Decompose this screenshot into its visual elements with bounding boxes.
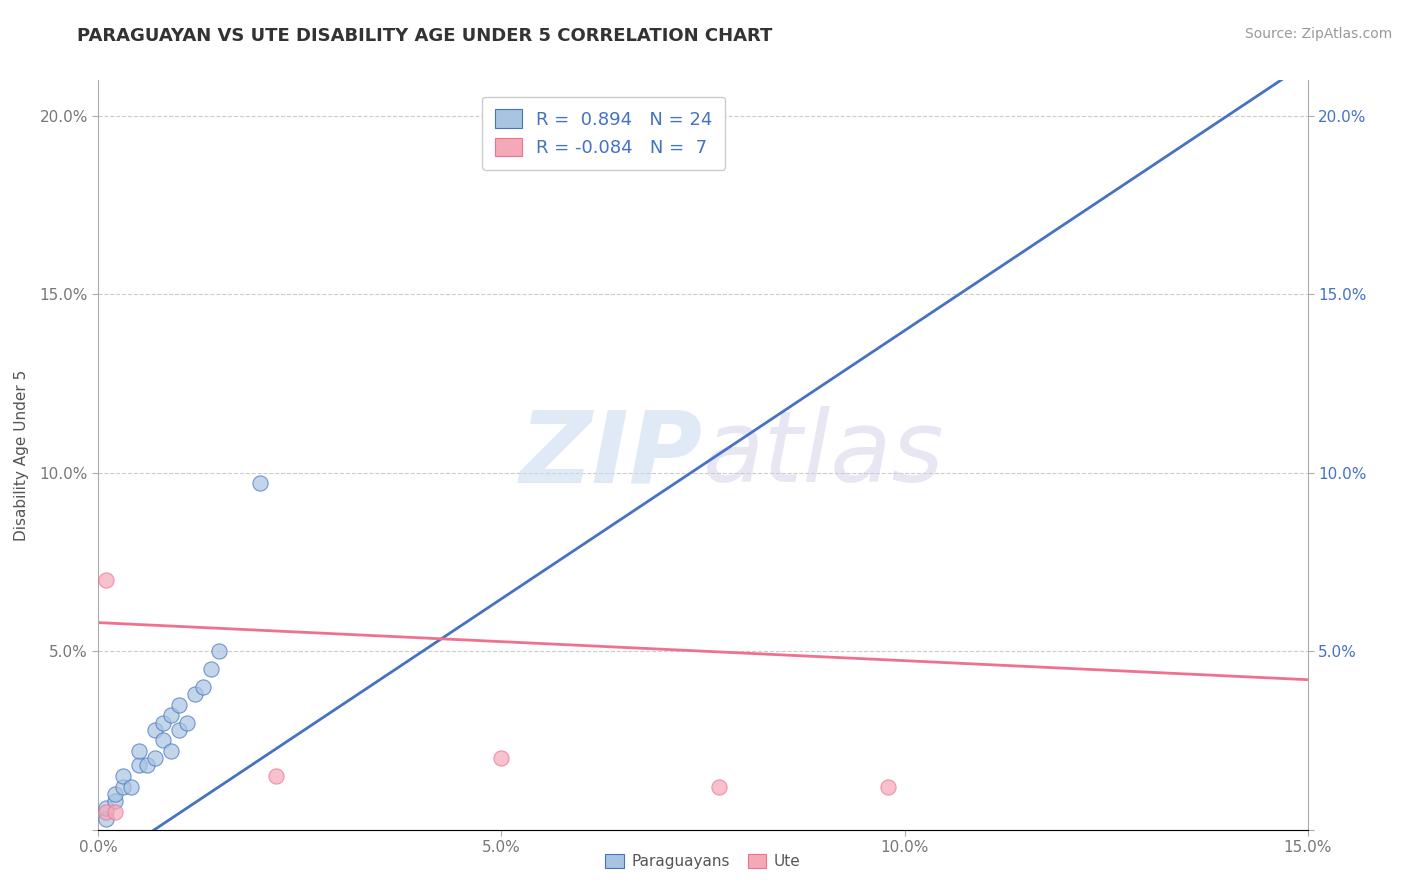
Point <box>96 812 118 826</box>
Text: atlas: atlas <box>703 407 945 503</box>
Point <box>143 723 166 737</box>
Point <box>128 758 150 772</box>
Point <box>491 751 513 765</box>
Point <box>176 715 198 730</box>
Point <box>193 680 215 694</box>
Point <box>167 723 190 737</box>
Point <box>143 751 166 765</box>
Point <box>707 780 730 794</box>
Point <box>120 780 142 794</box>
Point <box>160 744 183 758</box>
Y-axis label: Disability Age Under 5: Disability Age Under 5 <box>14 369 28 541</box>
Point <box>160 708 183 723</box>
Point <box>167 698 190 712</box>
Point <box>200 662 222 676</box>
Point <box>184 687 207 701</box>
Point <box>264 769 287 783</box>
Point <box>152 733 174 747</box>
Point <box>111 769 134 783</box>
Text: PARAGUAYAN VS UTE DISABILITY AGE UNDER 5 CORRELATION CHART: PARAGUAYAN VS UTE DISABILITY AGE UNDER 5… <box>77 27 773 45</box>
Point <box>249 476 271 491</box>
Point <box>128 744 150 758</box>
Point <box>208 644 231 658</box>
Point <box>103 787 125 801</box>
Point <box>96 573 118 587</box>
Text: ZIP: ZIP <box>520 407 703 503</box>
Text: Source: ZipAtlas.com: Source: ZipAtlas.com <box>1244 27 1392 41</box>
Point <box>103 794 125 808</box>
Point <box>96 805 118 819</box>
Point <box>152 715 174 730</box>
Legend: Paraguayans, Ute: Paraguayans, Ute <box>599 848 807 875</box>
Legend: R =  0.894   N = 24, R = -0.084   N =  7: R = 0.894 N = 24, R = -0.084 N = 7 <box>482 97 725 169</box>
Point <box>135 758 157 772</box>
Point <box>877 780 900 794</box>
Point <box>96 801 118 815</box>
Point <box>111 780 134 794</box>
Point <box>103 805 125 819</box>
